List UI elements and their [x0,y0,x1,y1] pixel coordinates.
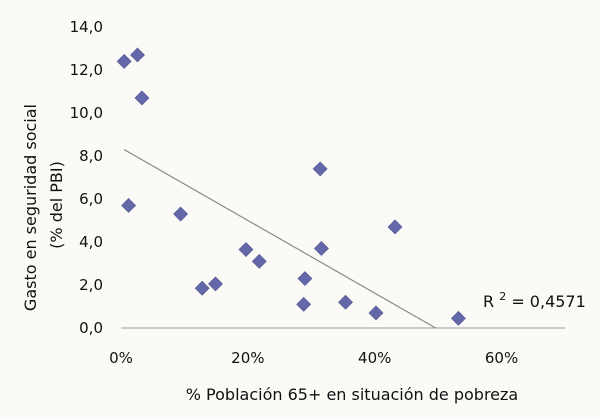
y-tick-label: 0,0 [79,319,103,337]
r-squared-base: R [483,292,494,311]
data-point [314,241,329,256]
data-point [208,276,223,292]
x-tick-label: 60% [485,349,518,367]
x-axis-ticks: 0% 20% 40% 60% [109,349,518,367]
y-axis-ticks: 0,0 2,0 4,0 6,0 8,0 10,0 12,0 14,0 [70,18,103,337]
data-point [238,242,254,257]
data-point [451,310,466,326]
r-squared-annotation: R 2 = 0,4571 [483,285,586,311]
x-tick-label: 20% [231,349,264,367]
y-axis-title-line2: (% del PBI) [47,161,66,249]
data-point [134,90,150,106]
y-axis-title: Gasto en seguridad social (% del PBI) [21,99,66,311]
data-point [194,280,210,296]
data-point [116,53,132,69]
trendline [123,149,436,329]
data-point [296,296,312,312]
data-point [173,206,189,222]
data-point [297,271,313,286]
data-point [368,305,384,321]
y-tick-label: 6,0 [79,190,103,208]
data-point [130,47,145,63]
data-point [121,198,137,213]
x-tick-label: 40% [358,349,391,367]
y-tick-label: 4,0 [79,233,103,251]
y-axis-title-line1: Gasto en seguridad social [21,104,40,311]
data-point [387,219,403,235]
r-squared-value: = 0,4571 [511,292,585,311]
r-squared-superscript: 2 [499,290,506,303]
y-tick-label: 2,0 [79,276,103,294]
x-tick-label: 0% [109,349,133,367]
y-tick-label: 12,0 [70,61,103,79]
data-point [251,253,267,269]
y-tick-label: 8,0 [79,147,103,165]
x-axis-title: % Población 65+ en situación de pobreza [186,385,518,404]
data-point [338,294,353,310]
y-tick-label: 10,0 [70,104,103,122]
data-point [312,161,328,177]
data-points [116,47,466,326]
y-tick-label: 14,0 [70,18,103,36]
